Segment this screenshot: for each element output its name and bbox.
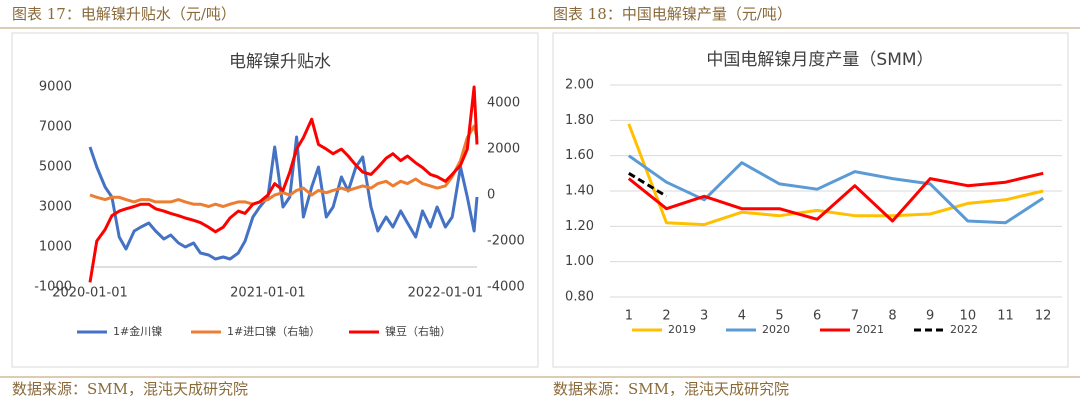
x-tick-label: 9 [926,309,934,324]
x-tick-label: 2021-01-01 [230,286,306,301]
y-tick-label: 1.60 [565,148,594,163]
y2-tick-label: -2000 [487,234,525,249]
chart-title: 中国电解镍月度产量（SMM） [706,50,933,70]
series-line [88,135,479,261]
legend-label: 2022 [950,323,978,336]
series-line [627,171,1044,223]
legend-label: 1#金川镍 [113,324,162,338]
x-tick-label: 10 [960,309,977,324]
y-tick-label: 1.80 [565,113,594,128]
y-tick-label: 2.00 [565,78,594,93]
y-tick-label: 9000 [39,80,72,95]
series-line [89,124,479,208]
x-tick-label: 4 [738,309,746,324]
legend-label: 2019 [668,323,696,336]
y-tick-label: 3000 [39,200,72,215]
series-line [627,123,1044,227]
legend-label: 1#进口镍（右轴） [227,324,320,338]
y-tick-label: -1000 [34,280,72,295]
y-tick-label: 0.80 [565,290,594,305]
x-tick-label: 2 [662,309,670,324]
y-tick-label: 1.00 [565,254,594,269]
legend-label: 2020 [762,323,790,336]
figure-caption: 图表 17：电解镍升贴水（元/吨） [12,5,236,23]
y-tick-label: 7000 [39,120,72,135]
x-tick-label: 2020-01-01 [52,286,128,301]
figure-caption: 图表 18：中国电解镍产量（元/吨） [553,5,792,23]
y2-tick-label: 2000 [487,142,520,157]
series-line [628,172,668,198]
x-tick-label: 1 [625,309,633,324]
x-tick-label: 11 [997,309,1014,324]
x-tick-label: 2022-01-01 [408,286,484,301]
series-line [88,85,479,283]
source-note: 数据来源：SMM，混沌天成研究院 [553,380,789,398]
chart-frame [11,32,539,368]
y2-tick-label: 4000 [487,96,520,111]
x-tick-label: 3 [700,309,708,324]
chart-frame [552,32,1069,368]
y2-tick-label: 0 [487,188,495,203]
x-tick-label: 7 [851,309,859,324]
x-tick-label: 5 [775,309,783,324]
y-tick-label: 1.20 [565,219,594,234]
source-note: 数据来源：SMM，混沌天成研究院 [12,380,248,398]
chart-title: 电解镍升贴水 [229,52,331,72]
legend-label: 镍豆（右轴） [385,324,451,338]
x-tick-label: 6 [813,309,821,324]
x-tick-label: 12 [1035,309,1052,324]
y-tick-label: 5000 [39,160,72,175]
y2-tick-label: -4000 [487,280,525,295]
y-tick-label: 1.40 [565,184,594,199]
x-tick-label: 8 [888,309,896,324]
y-tick-label: 1000 [39,240,72,255]
legend-label: 2021 [856,323,884,336]
